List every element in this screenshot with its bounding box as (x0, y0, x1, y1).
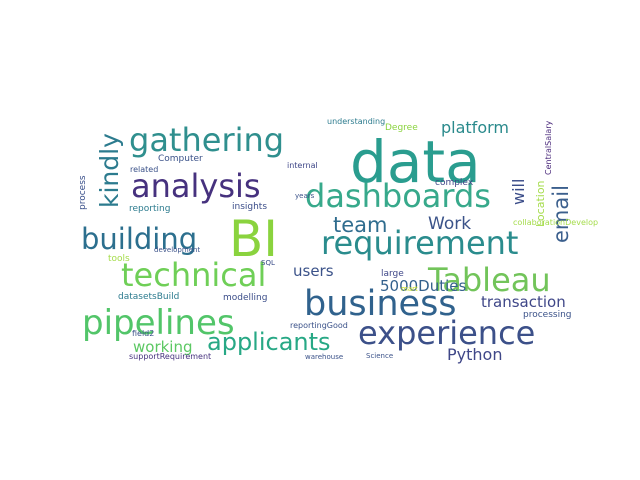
word-kindly: kindly (95, 133, 124, 208)
word-development: development (154, 246, 201, 254)
word-reporting-good: reportingGood (290, 321, 348, 330)
word-analysis: analysis (131, 167, 261, 205)
word-duties: Python (447, 345, 503, 364)
word-science: Science (366, 352, 394, 360)
word-insights: insights (232, 202, 268, 212)
word-data: data (350, 128, 481, 196)
word-applicants: applicants (207, 328, 331, 356)
word-years: years (295, 192, 315, 200)
word-dashboards: dashboards (305, 177, 491, 215)
word-field2: field2 (132, 329, 155, 338)
word-platform: transaction (481, 293, 566, 311)
word-degree: understanding (327, 117, 386, 126)
word-tools: tools (108, 254, 130, 264)
word-building: building (81, 222, 198, 256)
word-team: users (293, 262, 334, 280)
word-mart: mart (401, 285, 418, 293)
word-email: email (549, 185, 573, 243)
word-gathering: gathering (129, 121, 285, 159)
word-process: will (509, 178, 528, 205)
word-business: business (304, 284, 457, 324)
word-understanding: process (78, 175, 88, 210)
word-bi: BI (229, 210, 279, 268)
word-complex: Degree (385, 123, 418, 133)
word-experience: experience (358, 314, 536, 352)
word-support-requirement: supportRequirement (129, 352, 212, 361)
word-datasets-build: datasetsBuild (118, 292, 180, 302)
word-requirement: requirement (321, 224, 519, 262)
word-pipelines: pipelines (82, 303, 235, 343)
word-warehouse: warehouse (305, 353, 344, 361)
word-modelling: modelling (223, 293, 268, 303)
word-python: collaborationDevelop (513, 218, 599, 227)
word-collaboration: Computer (158, 154, 203, 164)
word-reporting: reporting (129, 204, 171, 214)
word-processing: processing (523, 310, 572, 320)
word-sql: SQL (261, 259, 275, 267)
word-large: large (381, 269, 404, 279)
word-technical: technical (121, 256, 267, 294)
word-working: CentralSalary (544, 120, 553, 175)
word-internal: complex (435, 178, 474, 188)
word-computer: related (130, 165, 159, 174)
word-location: Work (428, 214, 472, 234)
word-related: internal (287, 161, 318, 170)
word-central-salary: platform (441, 118, 509, 137)
word-users: working (133, 338, 193, 356)
word-will: team (333, 213, 388, 237)
word-tableau: Tableau (428, 261, 551, 299)
word-work: 5000Duties (380, 277, 467, 295)
